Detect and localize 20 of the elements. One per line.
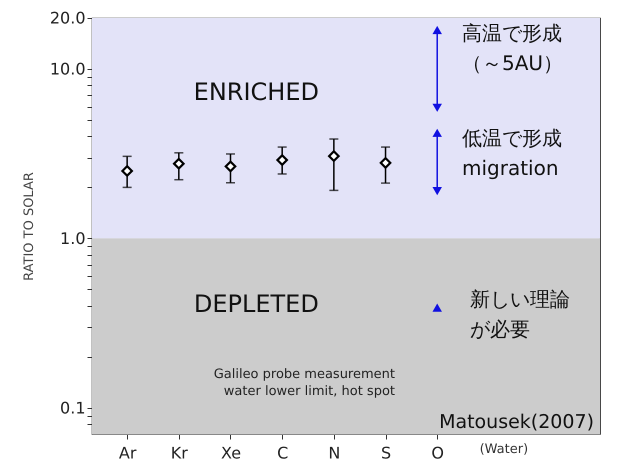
annotation: Matousek(2007)	[439, 411, 594, 433]
x-tick-label: O	[431, 444, 444, 462]
band-label: DEPLETED	[194, 290, 319, 318]
x-tick-label: Ar	[118, 444, 137, 462]
band-label: ENRICHED	[194, 78, 319, 106]
x-tick-label: S	[380, 444, 392, 462]
x-tick-label: C	[277, 444, 288, 462]
annotation: Galileo probe measurement water lower limit, hot spot	[214, 367, 395, 399]
y-tick-label: 0.1	[60, 398, 86, 418]
text: 新しい理論が必要	[470, 287, 570, 341]
text: (Water)	[480, 442, 528, 457]
x-tick-label: Kr	[170, 444, 188, 462]
y-tick-label: 10.0	[50, 59, 86, 78]
y-tick-label: 20.0	[50, 8, 86, 28]
annotation: 高温で形成（～5AU）	[462, 21, 564, 75]
y-tick-label: 1.0	[60, 228, 86, 248]
annotation: 低温で形成 migration	[462, 126, 562, 180]
x-tick-label: Xe	[220, 444, 242, 462]
y-axis-title: RATIO TO SOLAR	[22, 172, 37, 281]
x-tick-label: N	[328, 444, 340, 462]
